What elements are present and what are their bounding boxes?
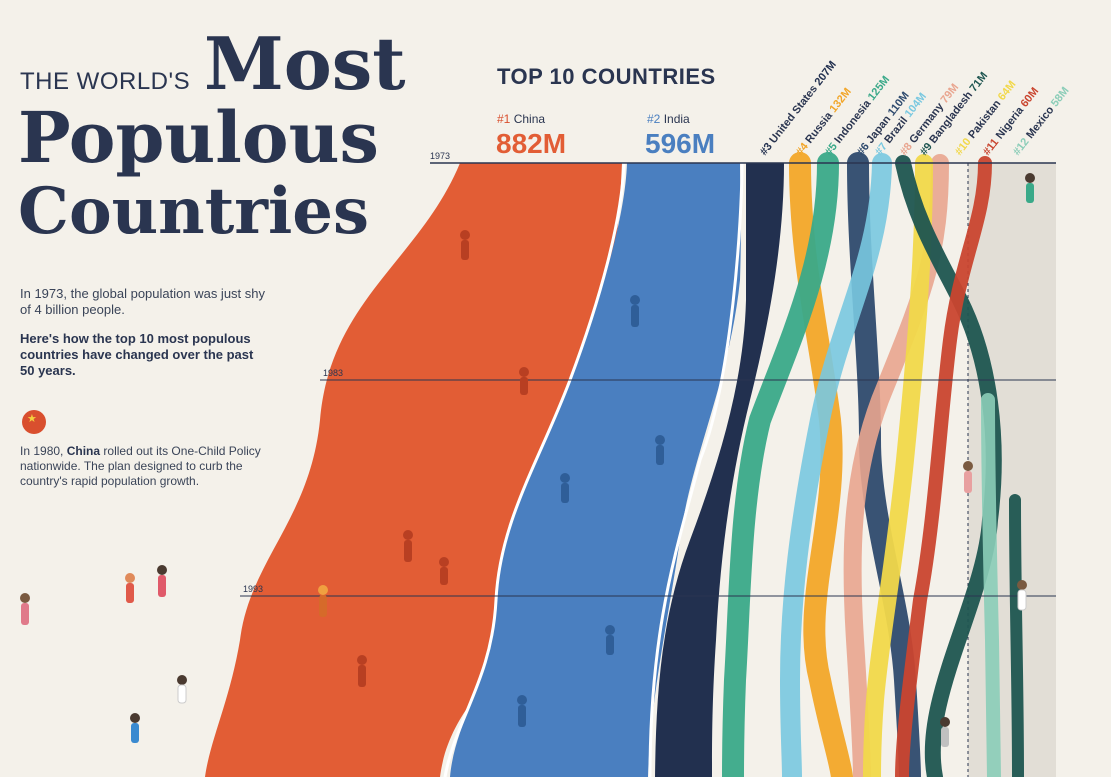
note-post: rolled out its One-Child Policy nationwi…	[20, 444, 261, 488]
leader-india-rank: #2	[647, 112, 661, 126]
leader-china-rank: #1	[497, 112, 511, 126]
country-labels: #3 United States 207M#4 Russia 132M#5 In…	[758, 59, 1072, 158]
series-pakistan	[863, 154, 933, 777]
person-icon	[517, 695, 527, 727]
note-country: China	[66, 444, 101, 458]
country-label-value: 125M	[866, 74, 892, 103]
series-brazil	[779, 153, 892, 777]
top10-header: TOP 10 COUNTRIES	[497, 64, 716, 89]
country-label-value: 64M	[996, 79, 1019, 103]
intro-bold-text: Here's how the top 10 most populous coun…	[20, 331, 254, 378]
person-icon	[460, 230, 470, 260]
year-label-1993: 1993	[243, 584, 263, 594]
person-icon	[439, 557, 449, 585]
person-icon	[357, 655, 367, 687]
intro-text: In 1973, the global population was just …	[20, 286, 266, 317]
country-label-value: 60M	[1019, 85, 1042, 109]
leader-india-name: India	[663, 112, 690, 126]
separator-india-us	[648, 162, 744, 777]
title-line-3: Countries	[18, 174, 370, 249]
series-united-states	[655, 163, 784, 777]
person-icon	[318, 585, 328, 617]
series-indonesia	[722, 152, 839, 777]
year-label-1983: 1983	[323, 368, 343, 378]
series-china	[205, 163, 622, 777]
country-label-value: 58M	[1049, 85, 1072, 109]
person-icon	[177, 675, 187, 704]
person-icon	[940, 717, 950, 747]
person-icon	[1017, 580, 1027, 611]
one-child-policy-note: In 1980, China rolled out its One-Child …	[20, 444, 270, 489]
series-nigeria	[895, 156, 992, 777]
title-prefix: THE WORLD'S	[20, 68, 191, 95]
person-icon	[560, 473, 570, 503]
leader-india-label: #2 India	[647, 112, 690, 126]
leader-china-label: #1 China	[497, 112, 545, 126]
country-label-value: 71M	[968, 70, 991, 94]
person-icon	[630, 295, 640, 327]
person-icon	[605, 625, 615, 655]
leader-china-name: China	[513, 112, 546, 126]
person-icon	[403, 530, 413, 562]
country-label-mexico: #12 Mexico 58M	[1011, 85, 1072, 158]
leader-india-value: 596M	[645, 128, 716, 159]
title-line-1: Most	[204, 21, 406, 106]
leader-china-value: 882M	[496, 128, 567, 159]
person-icon	[130, 713, 140, 743]
people-decorations	[20, 173, 1035, 747]
separator-china-india	[443, 162, 626, 777]
note-pre: In 1980,	[20, 444, 67, 458]
person-icon	[963, 461, 973, 493]
title-line-2: Populous	[18, 96, 379, 179]
person-icon	[157, 565, 167, 597]
person-icon	[655, 435, 665, 465]
person-icon	[1025, 173, 1035, 203]
year-label-1973: 1973	[430, 151, 450, 161]
series-india	[450, 163, 741, 777]
series-tail	[1009, 494, 1024, 777]
person-icon	[125, 573, 135, 603]
series-mexico	[981, 393, 1001, 777]
person-icon	[519, 367, 529, 395]
country-label-value: 132M	[827, 86, 853, 115]
china-flag-icon: ★	[22, 410, 46, 434]
person-icon	[20, 593, 30, 625]
country-label-value: 207M	[812, 59, 838, 88]
